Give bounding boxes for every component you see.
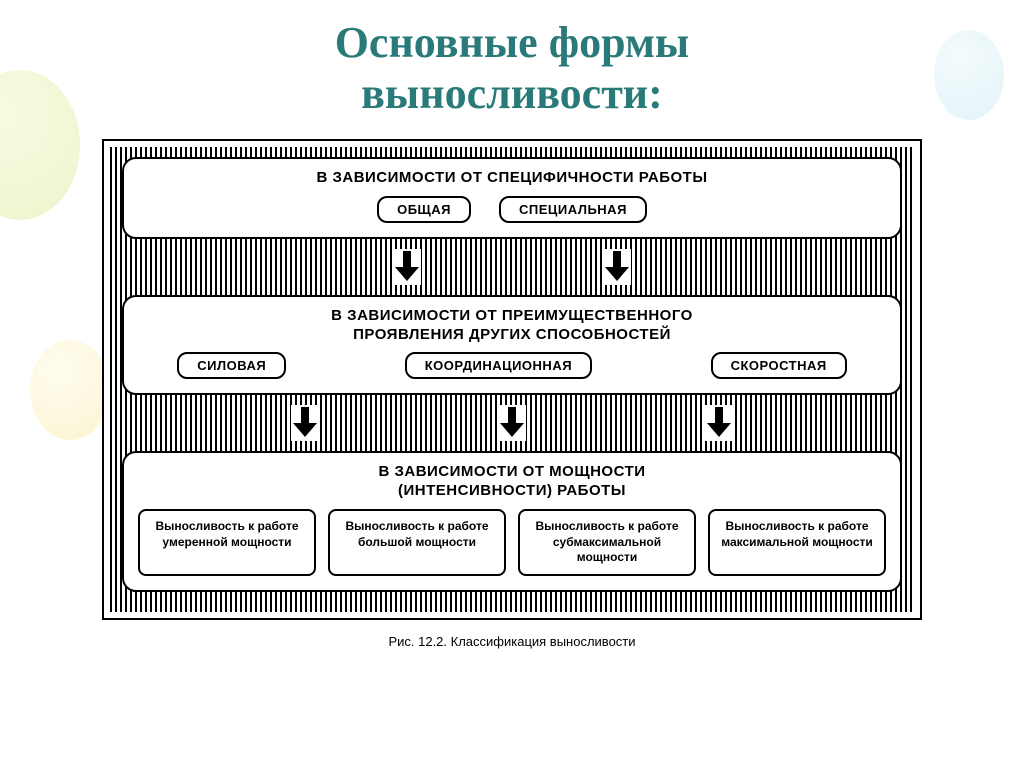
pill-speed: СКОРОСТНАЯ	[711, 352, 847, 379]
title-line: выносливости:	[0, 69, 1024, 120]
box-high: Выносливость к работе большой мощности	[328, 509, 506, 576]
down-arrow-icon	[291, 405, 319, 441]
box-submax: Выносливость к работе субмаксимальной мо…	[518, 509, 696, 576]
down-arrow-icon	[393, 249, 421, 285]
slide-title: Основные формы выносливости:	[0, 0, 1024, 119]
diagram-hatch-bg: В ЗАВИСИМОСТИ ОТ СПЕЦИФИЧНОСТИ РАБОТЫ ОБ…	[110, 147, 914, 612]
box-max: Выносливость к работе максимальной мощно…	[708, 509, 886, 576]
arrow-row	[122, 405, 902, 441]
title-line: ПРОЯВЛЕНИЯ ДРУГИХ СПОСОБНОСТЕЙ	[353, 326, 671, 343]
down-arrow-icon	[705, 405, 733, 441]
title-line: (ИНТЕНСИВНОСТИ) РАБОТЫ	[398, 482, 626, 499]
title-line: Основные формы	[0, 18, 1024, 69]
figure-caption: Рис. 12.2. Классификация выносливости	[0, 634, 1024, 649]
box-moderate: Выносливость к работе умеренной мощности	[138, 509, 316, 576]
pill-row: ОБЩАЯ СПЕЦИАЛЬНАЯ	[138, 196, 886, 223]
box-row: Выносливость к работе умеренной мощности…	[138, 509, 886, 576]
pill-row: СИЛОВАЯ КООРДИНАЦИОННАЯ СКОРОСТНАЯ	[138, 352, 886, 379]
diagram-container: В ЗАВИСИМОСТИ ОТ СПЕЦИФИЧНОСТИ РАБОТЫ ОБ…	[102, 139, 922, 620]
title-line: В ЗАВИСИМОСТИ ОТ МОЩНОСТИ	[378, 463, 645, 480]
block-title: В ЗАВИСИМОСТИ ОТ СПЕЦИФИЧНОСТИ РАБОТЫ	[138, 169, 886, 188]
title-line: В ЗАВИСИМОСТИ ОТ ПРЕИМУЩЕСТВЕННОГО	[331, 307, 693, 324]
pill-special: СПЕЦИАЛЬНАЯ	[499, 196, 647, 223]
pill-general: ОБЩАЯ	[377, 196, 471, 223]
pill-strength: СИЛОВАЯ	[177, 352, 286, 379]
block-abilities: В ЗАВИСИМОСТИ ОТ ПРЕИМУЩЕСТВЕННОГО ПРОЯВ…	[122, 295, 902, 396]
balloon-decoration	[30, 340, 110, 440]
down-arrow-icon	[498, 405, 526, 441]
block-specificity: В ЗАВИСИМОСТИ ОТ СПЕЦИФИЧНОСТИ РАБОТЫ ОБ…	[122, 157, 902, 239]
pill-coordination: КООРДИНАЦИОННАЯ	[405, 352, 592, 379]
block-title: В ЗАВИСИМОСТИ ОТ ПРЕИМУЩЕСТВЕННОГО ПРОЯВ…	[138, 307, 886, 345]
arrow-row	[122, 249, 902, 285]
down-arrow-icon	[603, 249, 631, 285]
block-power: В ЗАВИСИМОСТИ ОТ МОЩНОСТИ (ИНТЕНСИВНОСТИ…	[122, 451, 902, 591]
block-title: В ЗАВИСИМОСТИ ОТ МОЩНОСТИ (ИНТЕНСИВНОСТИ…	[138, 463, 886, 501]
